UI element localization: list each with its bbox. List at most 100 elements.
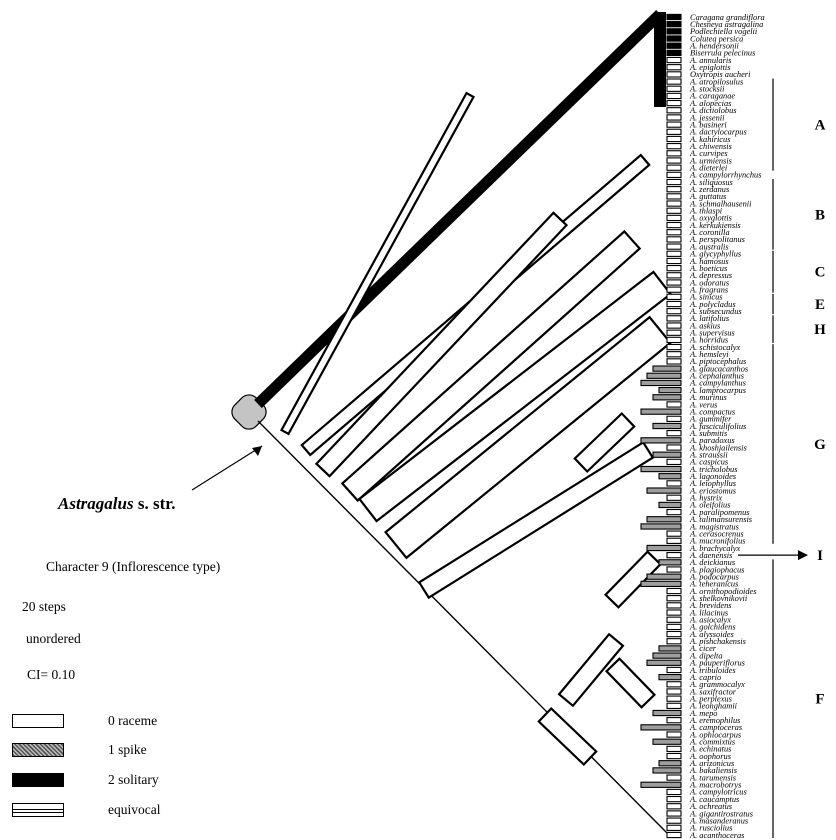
taxon-label: A. echinatus	[689, 745, 731, 754]
tip-branch	[666, 21, 682, 28]
taxon-label: A. brevidens	[689, 601, 732, 610]
taxon-label: A. chiwensis	[689, 142, 732, 151]
taxon-label: A. eriostomus	[689, 486, 736, 495]
tip-branch	[666, 107, 682, 114]
tip-branch	[666, 85, 682, 92]
tip-branch	[666, 695, 682, 702]
tip-branch	[666, 788, 682, 796]
tip-branch	[666, 71, 682, 78]
taxon-label: A. annularis	[689, 56, 731, 65]
tip-branch	[666, 308, 682, 315]
taxon-label: A. plagiophacus	[689, 565, 744, 574]
clade-branch-2	[314, 211, 569, 478]
tip-branch	[640, 437, 682, 444]
taxon-label: A. commixtus	[689, 738, 735, 747]
tip-branch	[666, 630, 682, 638]
tip-branch	[652, 394, 682, 401]
tip-branch	[652, 652, 682, 659]
tip-branch	[646, 516, 682, 523]
taxon-label: A. murinus	[689, 393, 727, 402]
tip-branch	[646, 487, 682, 494]
tip-branch	[646, 573, 682, 580]
tip-branch	[652, 451, 682, 458]
taxon-label: A. curvipes	[689, 149, 728, 158]
tip-branch	[658, 386, 682, 394]
clade-i-arrowhead	[798, 550, 808, 561]
tip-branch	[666, 444, 682, 451]
tip-branch	[666, 552, 682, 559]
tip-branch	[666, 315, 682, 322]
taxon-label: A. golchidens	[689, 623, 736, 632]
tip-branch	[666, 56, 682, 64]
taxon-label: A. latifolius	[689, 314, 729, 323]
tip-branch	[666, 731, 682, 738]
clade-branch-3	[340, 229, 642, 503]
taxon-label: A. cicer	[689, 644, 717, 653]
taxon-label: A. perspolitanus	[689, 235, 745, 244]
tip-branch	[666, 49, 682, 57]
tip-branch	[666, 752, 682, 760]
taxon-label: A. boeticus	[689, 264, 727, 273]
taxon-label: A. alyssoides	[689, 630, 734, 639]
taxon-label: A. alopecias	[689, 99, 731, 108]
taxon-label: A. hemsleyi	[689, 350, 729, 359]
clade-branch-9	[557, 632, 625, 708]
tip-branch	[640, 465, 682, 473]
taxon-label: A. ochreatus	[689, 802, 732, 811]
clade-label-B: B	[815, 207, 825, 223]
legend-item-equivocal: equivocal	[12, 802, 272, 819]
tip-branch	[666, 824, 682, 831]
taxon-label: A. daenensis	[689, 551, 732, 560]
tip-branch	[666, 609, 682, 616]
taxon-label: A. caucamptus	[689, 795, 739, 804]
legend-swatch-raceme	[12, 714, 64, 728]
tip-branch	[640, 408, 682, 415]
taxon-label: A. arizonicus	[689, 759, 734, 768]
taxon-label: A. stocksii	[689, 85, 725, 94]
tip-branch	[666, 64, 682, 71]
tip-branch	[666, 157, 682, 164]
taxon-label: A. eremophilus	[689, 716, 740, 725]
taxon-label: A. caspicus	[689, 458, 728, 467]
clade-branch-6	[417, 440, 655, 600]
taxon-label: A. lilacinus	[689, 608, 728, 617]
tip-branch	[666, 128, 682, 135]
taxon-label: A. teheranicus	[689, 580, 738, 589]
tip-branch	[666, 702, 682, 709]
tip-branch	[666, 171, 682, 179]
taxon-label: A. australis	[689, 242, 729, 251]
taxon-label: A. asiocalyx	[689, 616, 731, 625]
taxon-label: A. dipelta	[689, 651, 723, 660]
taxon-label: A. dieterlei	[689, 163, 728, 172]
taxon-label: A. schmalhausenii	[689, 199, 752, 208]
tip-branch	[666, 401, 682, 408]
tip-branch	[666, 494, 682, 501]
taxon-label: A. dictiolobus	[689, 106, 737, 115]
taxon-label: A. siliquosus	[689, 178, 733, 187]
tip-branch	[666, 236, 682, 243]
legend-swatch-equivocal	[12, 803, 64, 817]
tip-branch	[666, 42, 682, 49]
legend-swatch-spike	[12, 743, 64, 757]
tip-branch	[666, 78, 682, 85]
tip-branch	[666, 774, 682, 781]
tip-branch	[646, 372, 682, 379]
taxon-label: A. grammocalyx	[689, 680, 745, 689]
legend-item-spike: 1 spike	[12, 742, 272, 759]
clade-label-H: H	[814, 322, 826, 338]
tip-branch	[666, 329, 682, 336]
taxon-label: A. kerkukiensis	[689, 221, 741, 230]
taxon-label: A. depressus	[689, 271, 732, 280]
tip-branch	[666, 193, 682, 200]
tip-branch	[666, 207, 682, 214]
taxon-label: A. magistratus	[689, 522, 739, 531]
tip-branch	[666, 336, 682, 344]
taxon-label: A. ornithopodioides	[689, 587, 757, 596]
clade-label-G: G	[814, 437, 826, 453]
taxon-label: A. leiophyllus	[689, 479, 736, 488]
tip-branch	[666, 300, 682, 308]
tip-branch	[640, 379, 682, 387]
tip-branch	[666, 164, 682, 171]
clade-branch-0	[280, 91, 475, 436]
